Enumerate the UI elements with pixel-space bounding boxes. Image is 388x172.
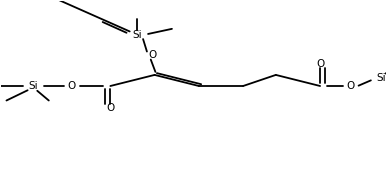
Text: O: O — [149, 50, 157, 60]
Text: Si: Si — [377, 73, 386, 83]
Text: O: O — [106, 103, 114, 113]
Text: O: O — [68, 81, 76, 91]
Text: O: O — [316, 59, 324, 69]
Text: Si: Si — [29, 81, 38, 91]
Text: O: O — [347, 81, 355, 91]
Text: Si: Si — [132, 30, 142, 40]
